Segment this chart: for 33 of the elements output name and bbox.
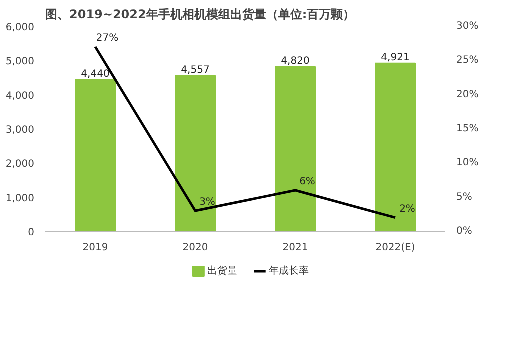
y-tick-label: 1,000 xyxy=(6,193,35,204)
y-tick-label: 5,000 xyxy=(6,56,35,68)
x-tick-label: 2019 xyxy=(82,242,108,254)
data-label: 6% xyxy=(300,176,316,188)
data-label: 4,440 xyxy=(81,68,110,80)
y2-tick-label: 0% xyxy=(456,226,472,237)
data-label: 27% xyxy=(96,33,119,44)
legend-label: 出货量 xyxy=(208,265,238,277)
bar xyxy=(75,79,116,232)
chart-title: 图、2019~2022年手机相机模组出货量（单位:百万颗） xyxy=(46,8,356,22)
y-tick-label: 3,000 xyxy=(6,125,35,136)
legend-label: 年成长率 xyxy=(269,265,310,277)
bar xyxy=(275,66,316,232)
y2-tick-label: 10% xyxy=(456,158,479,169)
y2-tick-label: 25% xyxy=(456,55,479,66)
y2-tick-label: 5% xyxy=(456,192,472,203)
data-label: 2% xyxy=(400,204,416,215)
x-tick-label: 2020 xyxy=(182,242,208,254)
data-label: 4,921 xyxy=(381,52,410,64)
x-tick-label: 2021 xyxy=(282,242,308,254)
y2-tick-label: 30% xyxy=(456,21,479,32)
data-label: 4,820 xyxy=(281,56,310,67)
y-tick-label: 0 xyxy=(28,228,35,238)
y-tick-label: 2,000 xyxy=(6,159,35,170)
bar xyxy=(375,62,416,232)
y2-tick-label: 15% xyxy=(456,124,479,134)
y-tick-label: 4,000 xyxy=(6,90,35,102)
y-tick-label: 6,000 xyxy=(6,22,35,34)
data-label: 3% xyxy=(200,197,216,208)
y2-tick-label: 20% xyxy=(456,89,479,100)
bar xyxy=(175,75,216,232)
x-tick-label: 2022(E) xyxy=(376,242,416,254)
data-label: 4,557 xyxy=(181,64,210,76)
